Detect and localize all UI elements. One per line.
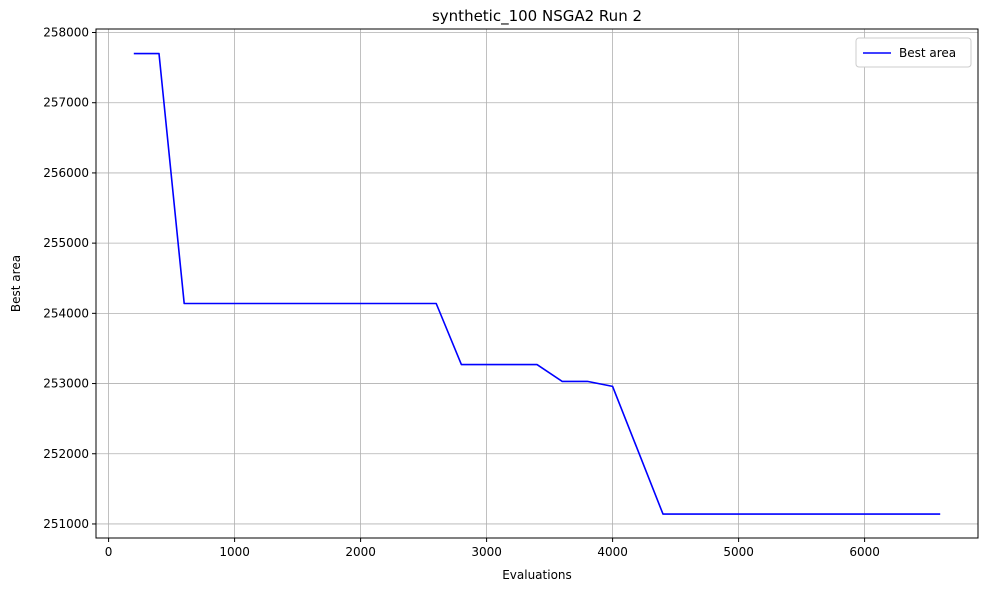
x-tick-label: 6000 [849,545,880,559]
y-tick-label: 258000 [43,26,89,40]
series-layer [133,52,941,515]
x-tick-label: 5000 [723,545,754,559]
y-tick-label: 255000 [43,236,89,250]
y-tick-label: 257000 [43,96,89,110]
y-tick-label: 256000 [43,166,89,180]
y-axis: 251000 252000 253000 254000 255000 256000 2570… [43,26,96,531]
x-axis-label: Evaluations [502,568,572,582]
x-tick-label: 0 [105,545,113,559]
x-axis: 0 1000 2000 3000 4000 5000 6000 [105,538,880,559]
legend-box [855,37,972,68]
y-axis-label: Best area [9,255,23,312]
y-tick-label: 253000 [43,377,89,391]
y-tick-label: 251000 [43,517,89,531]
series-line-best-area [133,52,941,515]
x-tick-label: 3000 [471,545,502,559]
y-tick-label: 252000 [43,447,89,461]
plot-frame [95,28,979,539]
legend-label-best-area: Best area [899,46,956,60]
x-tick-label: 1000 [219,545,250,559]
y-tick-label: 254000 [43,306,89,320]
x-tick-label: 2000 [345,545,376,559]
x-tick-label: 4000 [597,545,628,559]
chart-title: synthetic_100 NSGA2 Run 2 [432,7,642,26]
grid [96,29,978,538]
legend: Best area [855,37,972,68]
